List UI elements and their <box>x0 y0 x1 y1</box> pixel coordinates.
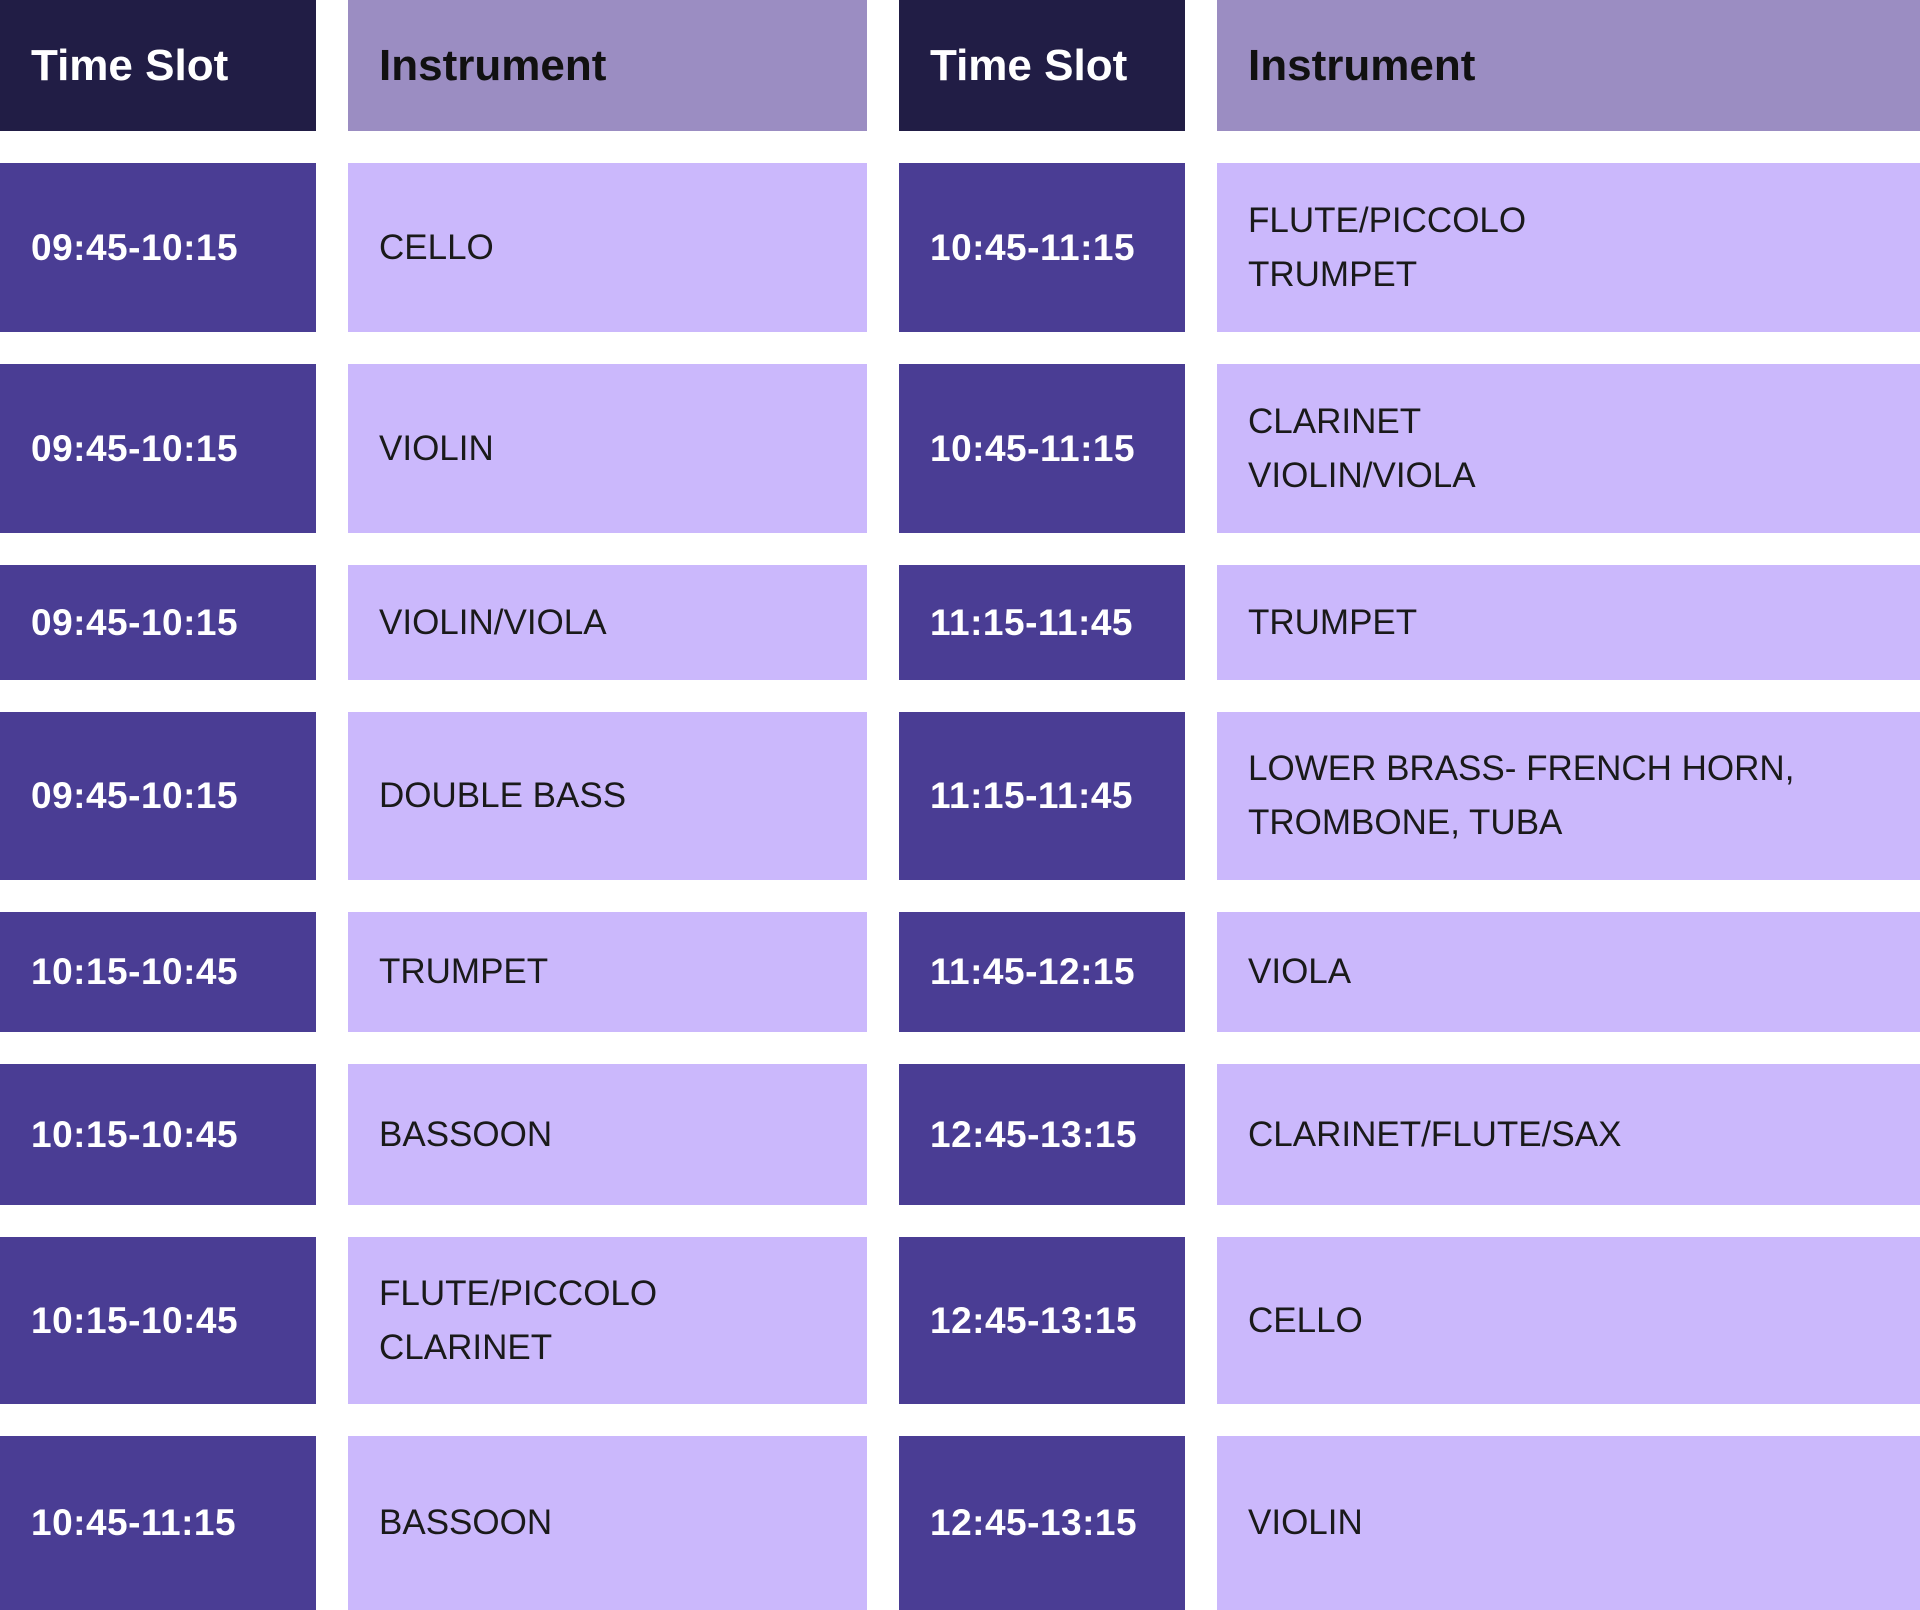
instrument-cell: VIOLA <box>1217 912 1920 1032</box>
time-slot-cell: 09:45-10:15 <box>0 712 316 880</box>
instrument-cell: FLUTE/PICCOLO CLARINET <box>348 1237 867 1404</box>
instrument-cell: FLUTE/PICCOLO TRUMPET <box>1217 163 1920 332</box>
header-time-slot: Time Slot <box>0 0 316 131</box>
time-slot-cell: 09:45-10:15 <box>0 163 316 332</box>
header-time-slot: Time Slot <box>899 0 1185 131</box>
instrument-cell: VIOLIN <box>348 364 867 533</box>
time-slot-cell: 09:45-10:15 <box>0 565 316 680</box>
time-slot-cell: 09:45-10:15 <box>0 364 316 533</box>
instrument-cell: CLARINET/FLUTE/SAX <box>1217 1064 1920 1205</box>
instrument-cell: DOUBLE BASS <box>348 712 867 880</box>
instrument-cell: BASSOON <box>348 1064 867 1205</box>
time-slot-cell: 12:45-13:15 <box>899 1436 1185 1610</box>
header-instrument: Instrument <box>1217 0 1920 131</box>
time-slot-cell: 12:45-13:15 <box>899 1064 1185 1205</box>
time-slot-cell: 11:15-11:45 <box>899 712 1185 880</box>
instrument-cell: CELLO <box>348 163 867 332</box>
time-slot-cell: 12:45-13:15 <box>899 1237 1185 1404</box>
time-slot-cell: 10:45-11:15 <box>899 163 1185 332</box>
time-slot-cell: 10:15-10:45 <box>0 1237 316 1404</box>
time-slot-cell: 10:45-11:15 <box>899 364 1185 533</box>
instrument-cell: BASSOON <box>348 1436 867 1610</box>
time-slot-cell: 10:15-10:45 <box>0 1064 316 1205</box>
instrument-cell: VIOLIN/VIOLA <box>348 565 867 680</box>
instrument-cell: LOWER BRASS- FRENCH HORN, TROMBONE, TUBA <box>1217 712 1920 880</box>
instrument-cell: CELLO <box>1217 1237 1920 1404</box>
instrument-cell: VIOLIN <box>1217 1436 1920 1610</box>
instrument-cell: TRUMPET <box>348 912 867 1032</box>
header-instrument: Instrument <box>348 0 867 131</box>
time-slot-cell: 10:45-11:15 <box>0 1436 316 1610</box>
time-slot-cell: 11:45-12:15 <box>899 912 1185 1032</box>
instrument-cell: CLARINET VIOLIN/VIOLA <box>1217 364 1920 533</box>
time-slot-cell: 10:15-10:45 <box>0 912 316 1032</box>
instrument-cell: TRUMPET <box>1217 565 1920 680</box>
time-slot-cell: 11:15-11:45 <box>899 565 1185 680</box>
